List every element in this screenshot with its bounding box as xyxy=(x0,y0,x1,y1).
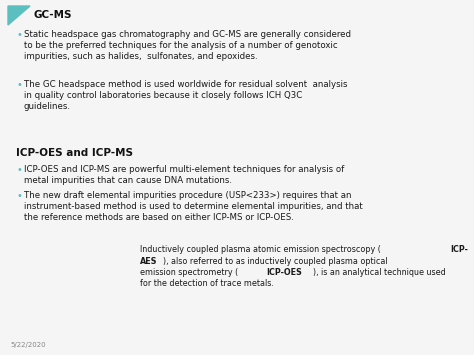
Text: Static headspace gas chromatography and GC-MS are generally considered
to be the: Static headspace gas chromatography and … xyxy=(24,30,351,61)
Text: •: • xyxy=(16,165,22,175)
Text: ICP-OES and ICP-MS are powerful multi-element techniques for analysis of
metal i: ICP-OES and ICP-MS are powerful multi-el… xyxy=(24,165,344,185)
Text: 5/22/2020: 5/22/2020 xyxy=(10,342,46,348)
Text: ), is an analytical technique used: ), is an analytical technique used xyxy=(313,268,446,277)
Text: emission spectrometry (: emission spectrometry ( xyxy=(140,268,238,277)
Text: ICP-OES: ICP-OES xyxy=(266,268,302,277)
Text: The new draft elemental impurities procedure (USP<233>) requires that an
instrum: The new draft elemental impurities proce… xyxy=(24,191,363,222)
Text: The GC headspace method is used worldwide for residual solvent  analysis
in qual: The GC headspace method is used worldwid… xyxy=(24,80,347,111)
Text: ICP-: ICP- xyxy=(451,245,468,254)
Text: •: • xyxy=(16,30,22,40)
Text: Inductively coupled plasma atomic emission spectroscopy (: Inductively coupled plasma atomic emissi… xyxy=(140,245,381,254)
Text: •: • xyxy=(16,191,22,201)
Text: •: • xyxy=(16,80,22,90)
Text: AES: AES xyxy=(140,257,157,266)
Text: GC-MS: GC-MS xyxy=(34,10,73,20)
Text: ICP-OES and ICP-MS: ICP-OES and ICP-MS xyxy=(16,148,133,158)
Text: for the detection of trace metals.: for the detection of trace metals. xyxy=(140,279,274,289)
Text: ), also referred to as inductively coupled plasma optical: ), also referred to as inductively coupl… xyxy=(163,257,387,266)
Polygon shape xyxy=(8,6,30,25)
